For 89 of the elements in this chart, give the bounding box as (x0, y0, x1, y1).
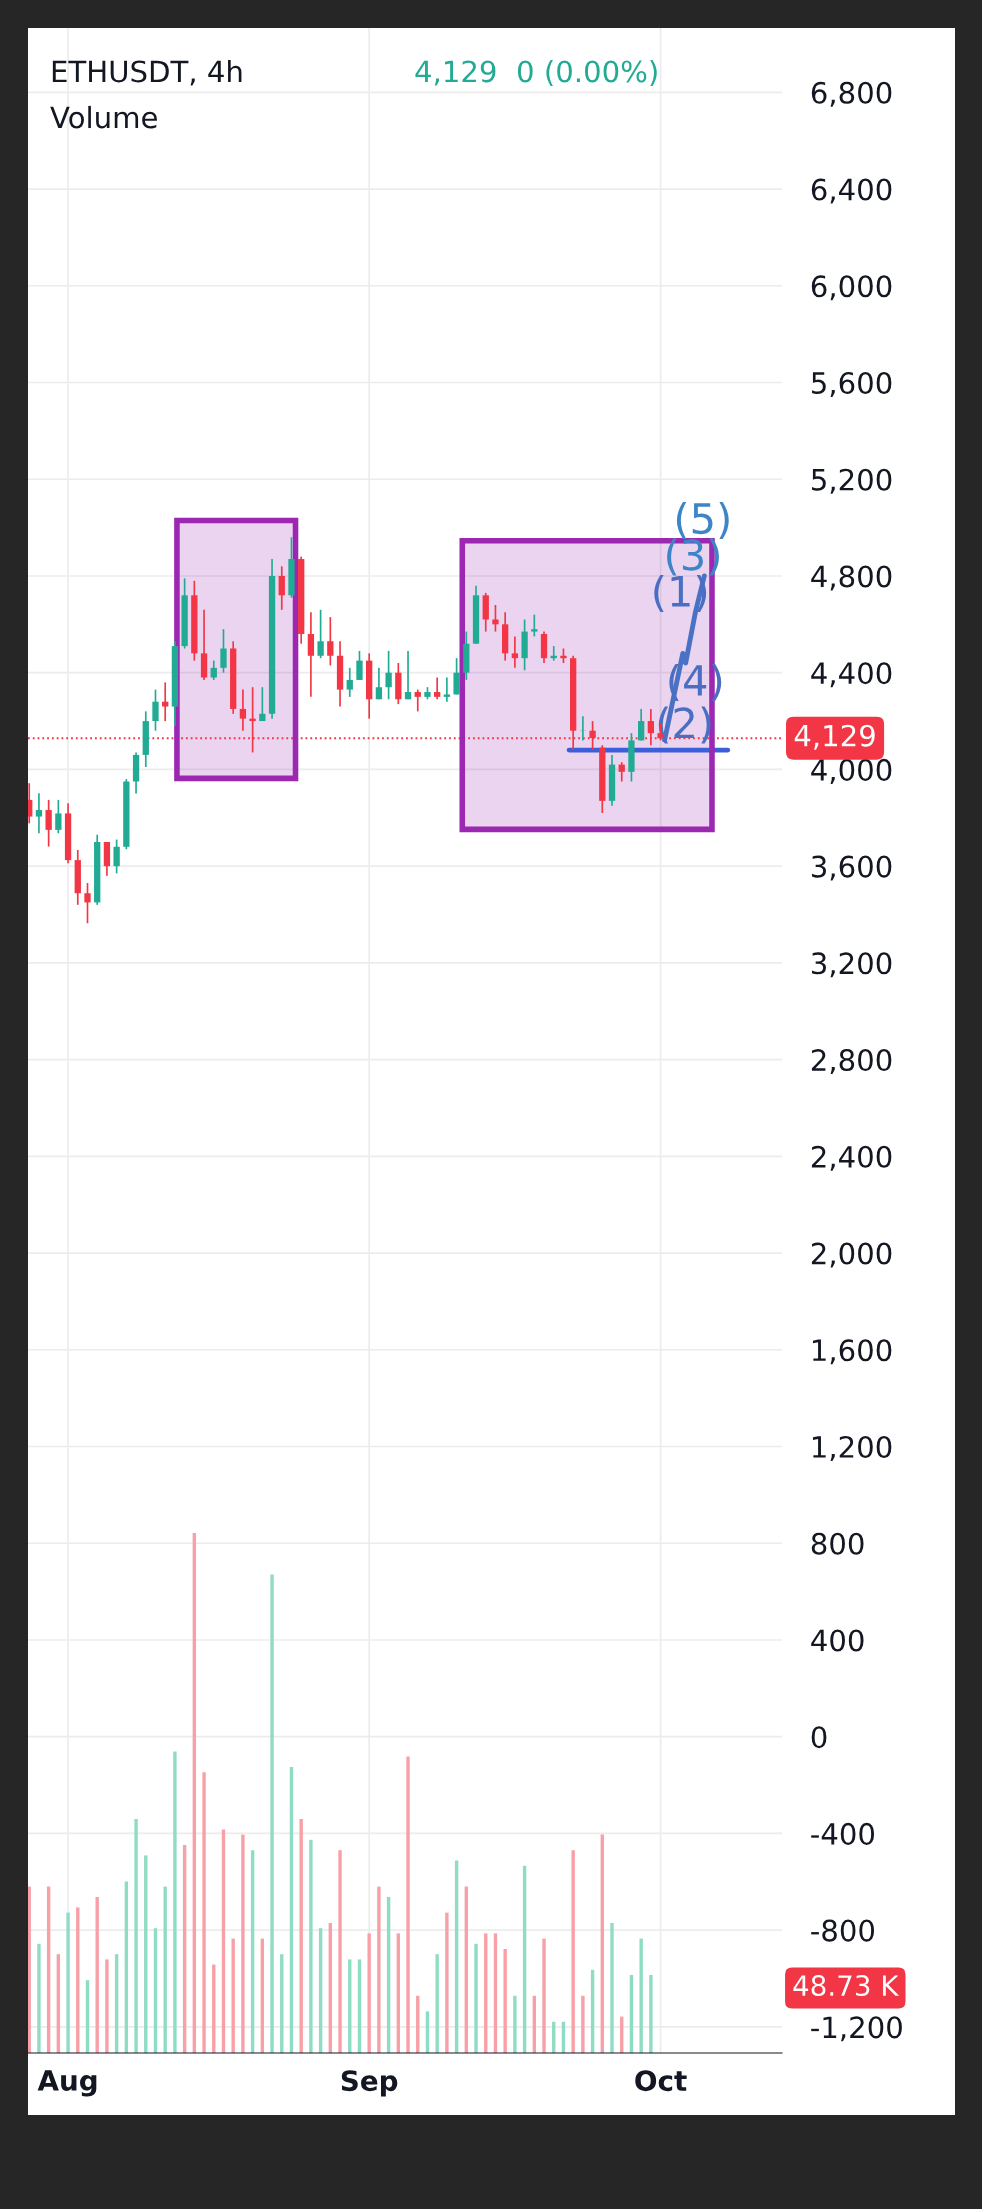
y-tick-label: 6,800 (811, 81, 892, 107)
y-tick-label: 1,600 (812, 1339, 892, 1365)
candlestick (385, 650, 392, 701)
candlestick (28, 782, 33, 825)
y-tick-label: 400 (811, 1629, 864, 1652)
text: ETHUSDT, 4h (52, 59, 242, 86)
text: 48.73 K (793, 1975, 900, 1997)
y-tick-label: 4,800 (811, 565, 892, 591)
bar (338, 1850, 342, 2053)
candlestick (35, 792, 43, 835)
candlestick (579, 715, 587, 742)
bar (610, 1923, 614, 2053)
bar (241, 1834, 245, 2053)
candlestick (414, 688, 421, 713)
candlestick (84, 882, 91, 925)
x-tick-label: Aug (37, 2070, 97, 2097)
y-tick-label: 2,400 (811, 1145, 892, 1171)
candlestick (638, 708, 645, 742)
bar (367, 1933, 371, 2053)
y-tick-label: 6,000 (811, 275, 892, 301)
y-tick-label: -1,200 (811, 2016, 902, 2042)
bar (202, 1772, 206, 2053)
bar (37, 1943, 41, 2053)
y-tick-label: 4,000 (811, 758, 892, 784)
y-tick-label: 4,400 (811, 662, 892, 688)
candlestick (346, 667, 353, 698)
candlestick (375, 667, 383, 701)
candlestick (327, 616, 334, 667)
bar (503, 1949, 507, 2053)
candlestick (453, 657, 460, 696)
candlestick (278, 565, 285, 611)
candlestick (511, 635, 519, 669)
y-tick-label: 800 (811, 1532, 864, 1555)
bar (649, 1975, 653, 2053)
candlestick (259, 686, 266, 722)
bar (28, 1886, 31, 2053)
y-tick-label: 2,000 (811, 1242, 892, 1268)
annotation: (5) (676, 501, 729, 540)
candlestick (404, 650, 412, 701)
x-tick-label: Oct (635, 2070, 687, 2092)
bar (474, 1943, 478, 2053)
candlestick (162, 681, 169, 722)
bar (581, 1995, 585, 2053)
candlestick (55, 799, 62, 835)
bar (66, 1912, 70, 2053)
candlestick (492, 604, 499, 633)
y-tick-label: 5,600 (812, 371, 892, 397)
candlestick (317, 608, 324, 660)
bar (445, 1912, 449, 2053)
candlestick (113, 838, 120, 875)
candlestick (210, 659, 217, 681)
candlestick (152, 688, 159, 732)
bar (435, 1954, 439, 2053)
candlestick (434, 676, 441, 701)
text: 4,129 0 (0.00%) (415, 59, 657, 86)
candlestick (356, 650, 363, 681)
bar (105, 1959, 109, 2053)
bar (309, 1839, 313, 2053)
bar (270, 1574, 274, 2053)
candlestick (443, 676, 451, 703)
bar (299, 1819, 303, 2053)
candlestick (647, 708, 655, 747)
candlestick (618, 761, 625, 783)
chart-title: Volume (50, 105, 157, 129)
ref-line-label: 4,129 (794, 724, 875, 750)
bar (571, 1850, 575, 2053)
bar (231, 1938, 235, 2053)
y-tick-label: 3,600 (812, 855, 892, 881)
y-tick-label: 6,400 (811, 178, 892, 204)
y-tick-label: 1,200 (812, 1435, 892, 1461)
bar (639, 1938, 643, 2053)
candlestick (220, 628, 227, 674)
y-tick-label: 0 (811, 1726, 827, 1749)
x-tick-label: Sep (341, 2070, 398, 2097)
bar (173, 1751, 177, 2053)
bar (542, 1938, 546, 2053)
y-tick-label: -800 (811, 1919, 875, 1942)
y-tick-label: -400 (811, 1822, 875, 1845)
candlestick (531, 613, 538, 638)
y-tick-label: 2,800 (811, 1049, 892, 1075)
y-tick-label: 3,200 (812, 952, 892, 978)
candlestick (239, 688, 247, 732)
y-tick-label: 5,200 (812, 468, 892, 494)
bar (134, 1819, 138, 2053)
candlestick (307, 611, 315, 698)
bar (406, 1756, 410, 2053)
bar (513, 1995, 517, 2053)
candlestick (45, 799, 52, 848)
bar (377, 1886, 381, 2053)
